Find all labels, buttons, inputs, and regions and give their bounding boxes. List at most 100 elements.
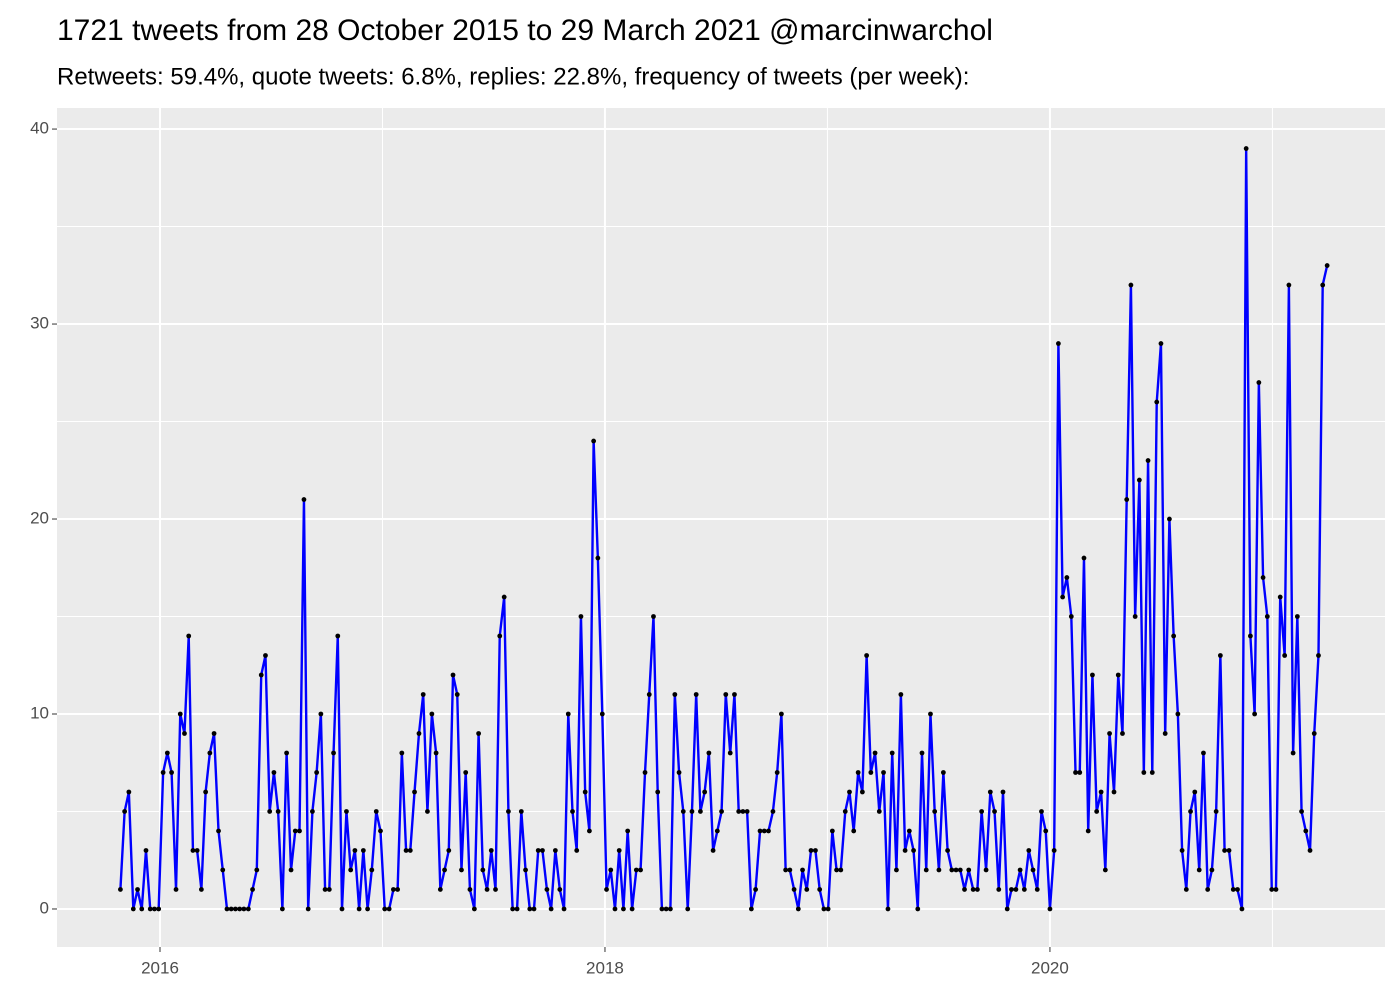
data-point <box>378 828 383 834</box>
data-point <box>616 848 622 853</box>
data-point <box>143 848 149 853</box>
data-point <box>680 809 686 814</box>
data-point <box>1290 750 1296 756</box>
data-point <box>881 770 886 775</box>
data-point <box>220 867 226 873</box>
data-point <box>633 867 639 873</box>
data-point <box>1307 848 1313 853</box>
data-point <box>454 692 460 697</box>
data-point <box>625 828 631 834</box>
data-point <box>425 809 430 814</box>
data-point <box>292 828 298 834</box>
data-point <box>936 867 942 873</box>
data-point <box>646 692 652 697</box>
data-point <box>1226 848 1232 853</box>
data-point <box>578 614 584 619</box>
data-point <box>825 906 831 912</box>
data-point <box>1102 867 1108 873</box>
data-point <box>535 848 541 853</box>
data-point <box>433 750 439 756</box>
data-point <box>599 711 605 717</box>
data-point <box>403 848 409 853</box>
data-point <box>1217 653 1223 658</box>
data-point <box>1098 789 1104 795</box>
data-point <box>570 809 575 814</box>
data-point <box>1115 672 1121 678</box>
series-line <box>119 147 1329 911</box>
data-point <box>480 867 486 873</box>
data-point <box>1273 887 1279 892</box>
data-point <box>834 867 839 873</box>
data-point <box>685 906 691 912</box>
data-point <box>190 848 196 853</box>
data-point <box>297 828 302 834</box>
data-point <box>864 653 870 658</box>
data-point <box>992 809 997 814</box>
data-point <box>561 906 567 912</box>
data-point <box>1167 516 1172 522</box>
data-point <box>122 809 128 814</box>
data-point <box>983 867 989 873</box>
data-point <box>1196 867 1202 873</box>
data-point <box>761 828 767 834</box>
data-point <box>928 711 933 717</box>
data-point <box>859 789 865 795</box>
data-point <box>224 906 230 912</box>
data-point <box>147 906 153 912</box>
data-point <box>1192 789 1198 795</box>
data-point <box>1064 575 1070 580</box>
data-point <box>970 887 976 892</box>
data-point <box>1124 497 1130 502</box>
data-point <box>1090 672 1095 678</box>
data-point <box>915 906 921 912</box>
data-point <box>1256 380 1262 385</box>
data-point <box>467 887 473 892</box>
data-point <box>1060 594 1066 600</box>
data-point <box>702 789 708 795</box>
data-point <box>339 906 345 912</box>
data-point <box>203 789 209 795</box>
data-point <box>531 906 537 912</box>
data-point <box>544 887 550 892</box>
data-point <box>795 906 801 912</box>
data-point <box>552 848 558 853</box>
data-point <box>241 906 247 912</box>
data-point <box>548 906 554 912</box>
data-point <box>1282 653 1288 658</box>
data-point <box>484 887 490 892</box>
data-point <box>1294 614 1300 619</box>
data-point <box>591 438 597 444</box>
data-point <box>565 711 571 717</box>
data-point <box>152 906 157 912</box>
data-point <box>1239 906 1245 912</box>
data-point <box>1009 887 1014 892</box>
data-point <box>233 906 238 912</box>
data-point <box>1107 731 1112 736</box>
data-point <box>987 789 993 795</box>
data-point <box>156 906 162 912</box>
data-point <box>604 887 609 892</box>
data-point <box>838 867 844 873</box>
data-point <box>868 770 874 775</box>
data-point <box>651 614 656 619</box>
data-point <box>672 692 678 697</box>
data-point <box>245 906 251 912</box>
data-point <box>322 887 328 892</box>
data-point <box>416 731 422 736</box>
y-tick-label: 30 <box>30 314 49 333</box>
data-point <box>842 809 848 814</box>
data-point <box>1154 399 1160 405</box>
data-point <box>1085 828 1091 834</box>
data-point <box>813 848 818 853</box>
data-point <box>748 906 754 912</box>
data-point <box>966 867 972 873</box>
data-point <box>689 809 695 814</box>
data-point <box>301 497 307 502</box>
data-point <box>450 672 456 678</box>
x-tick-label: 2020 <box>1031 958 1069 977</box>
data-point <box>1120 731 1125 736</box>
data-point <box>228 906 234 912</box>
data-point <box>207 750 213 756</box>
data-point <box>791 887 797 892</box>
data-point <box>382 906 388 912</box>
